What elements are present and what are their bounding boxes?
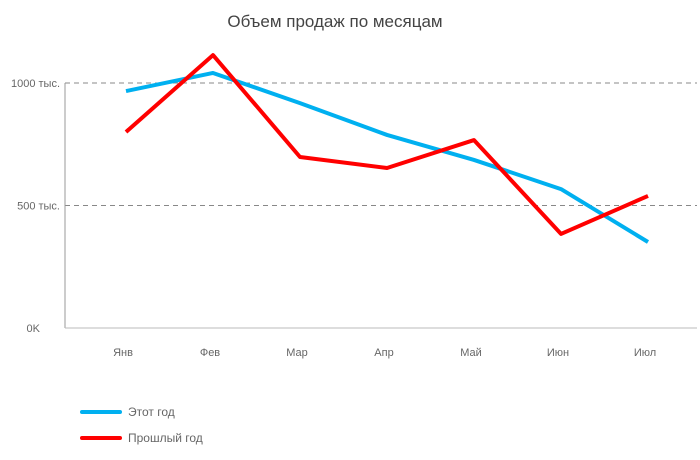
y-tick-label: 1000 тыс. <box>11 78 60 90</box>
x-tick-label: Мар <box>286 347 308 359</box>
legend-label: Этот год <box>128 405 175 419</box>
x-tick-label: Янв <box>113 347 133 359</box>
x-tick-label: Июн <box>547 347 569 359</box>
series-line <box>125 70 650 244</box>
x-tick-label: Июл <box>634 347 656 359</box>
y-tick-label: 0K <box>27 323 41 335</box>
y-tick-label: 500 тыс. <box>17 201 60 213</box>
series-line <box>124 53 649 236</box>
x-tick-label: Апр <box>374 347 393 359</box>
legend-label: Прошлый год <box>128 431 203 445</box>
x-tick-label: Фев <box>200 347 220 359</box>
x-tick-label: Май <box>460 347 482 359</box>
chart-title: Объем продаж по месяцам <box>227 12 442 31</box>
